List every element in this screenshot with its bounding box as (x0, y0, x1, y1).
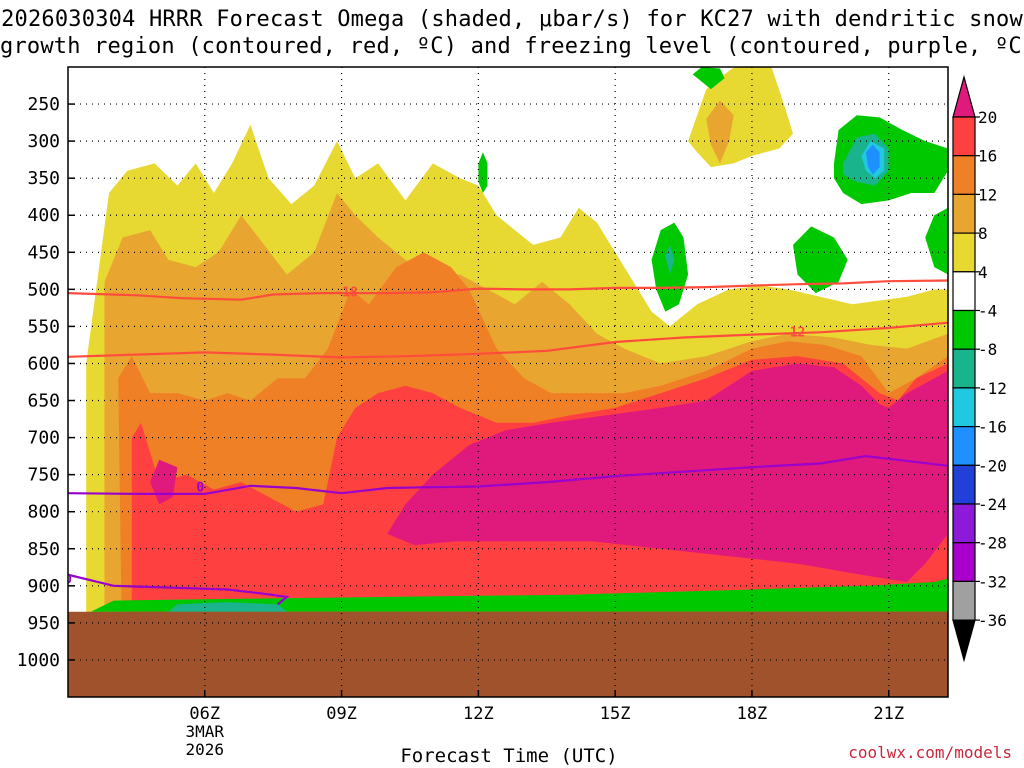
x-tick-label-09Z: 09Z (326, 704, 357, 724)
contour-lines: -18 12 0 0 (64, 279, 948, 606)
colorbar-band-4 (952, 232, 976, 273)
colorbar-label--20: -20 (978, 456, 1007, 475)
colorbar-band-2 (952, 155, 976, 195)
y-tick-label-250: 250 (27, 94, 60, 115)
x-tick-label-06Z: 06Z (189, 704, 220, 724)
y-tick-label-1000: 1000 (17, 650, 60, 671)
x-tick-sublabel-3MAR: 3MAR (186, 722, 225, 741)
colorbar-label--36: -36 (978, 611, 1007, 630)
colorbar-label--8: -8 (978, 340, 997, 359)
colorbar-label--4: -4 (978, 302, 997, 321)
colorbar-band-1 (952, 116, 976, 157)
colorbar-label--16: -16 (978, 418, 1007, 437)
omega-neg-blue (865, 144, 880, 175)
y-tick-label-950: 950 (27, 613, 60, 634)
colorbar-bottom-arrow (952, 619, 976, 663)
omega-neg-low-teal (168, 602, 287, 612)
colorbar-band-10 (952, 464, 976, 505)
omega-neg-low-band (90, 578, 948, 612)
colorbar-label-20: 20 (978, 108, 997, 127)
colorbar-band-13 (952, 580, 976, 621)
y-tick-label-850: 850 (27, 539, 60, 560)
colorbar-top-arrow (952, 74, 976, 118)
y-axis: 250 300 350 400 450 500 550 600 650 700 750 800 850 9… (17, 94, 75, 671)
ground-surface (68, 611, 948, 697)
x-tick-label-18Z: 18Z (737, 704, 768, 724)
dgz-minus-18 (68, 279, 948, 301)
freezing-level-0-low (68, 573, 290, 606)
y-tick-label-500: 500 (27, 279, 60, 300)
dgz-minus-12-label: 12 (790, 326, 806, 341)
freezing-level-0-low-label: 0 (64, 572, 72, 587)
omega-neg-green-right (925, 207, 948, 275)
colorbar-band-12 (952, 542, 976, 583)
colorbar-label--24: -24 (978, 495, 1007, 514)
x-tick-sublabel-2026: 2026 (186, 740, 225, 759)
dgz-minus-12 (68, 321, 948, 359)
colorbar-label--32: -32 (978, 572, 1007, 591)
title-line-1: 2026030304 HRRR Forecast Omega (shaded, … (1, 7, 1023, 32)
colorbar-band-3 (952, 193, 976, 234)
colorbar-label--28: -28 (978, 534, 1007, 553)
y-tick-label-900: 900 (27, 576, 60, 597)
freezing-level-0 (68, 454, 948, 495)
x-tick-label-12Z: 12Z (463, 704, 494, 724)
x-tick-label-15Z: 15Z (600, 704, 631, 724)
colorbar-band-6 (952, 309, 976, 350)
x-axis-label: Forecast Time (UTC) (400, 745, 617, 767)
colorbar-band-5 (952, 271, 976, 312)
freezing-level-0-label: 0 (196, 481, 204, 496)
y-tick-label-450: 450 (27, 242, 60, 263)
site-credit[interactable]: coolwx.com/models (848, 743, 1012, 762)
dgz-minus-18-label: -18 (334, 286, 358, 301)
colorbar-label-8: 8 (978, 224, 988, 243)
omega-neg-green-sliver (478, 152, 488, 193)
plot-frame (67, 66, 949, 698)
x-tick-label-21Z: 21Z (873, 704, 904, 724)
omega-neg-teal-mid (665, 244, 675, 275)
omega-neg-green-top (692, 67, 725, 90)
colorbar-band-7 (952, 348, 976, 389)
colorbar-band-9 (952, 426, 976, 466)
colorbar-band-8 (952, 387, 976, 428)
colorbar-band-11 (952, 503, 976, 544)
omega-8-12-upper (706, 100, 734, 164)
colorbar: 20 16 12 8 4 -4 -8 -12 -16 -20 -24 -28 -32 -36 (952, 74, 1007, 663)
colorbar-label-16: 16 (978, 147, 997, 166)
y-tick-label-750: 750 (27, 465, 60, 486)
y-tick-label-800: 800 (27, 502, 60, 523)
colorbar-label-12: 12 (978, 185, 997, 204)
y-tick-label-350: 350 (27, 168, 60, 189)
y-tick-label-600: 600 (27, 353, 60, 374)
colorbar-label-4: 4 (978, 263, 988, 282)
omega-neg-green-mid2 (793, 226, 848, 294)
y-tick-label-550: 550 (27, 316, 60, 337)
chart-title: 2026030304 HRRR Forecast Omega (shaded, … (0, 6, 1024, 60)
y-tick-label-700: 700 (27, 428, 60, 449)
title-line-2: growth region (contoured, red, ºC) and f… (0, 34, 1024, 59)
colorbar-label--12: -12 (978, 379, 1007, 398)
y-tick-label-300: 300 (27, 131, 60, 152)
omega-shaded-regions (86, 67, 948, 697)
y-tick-label-650: 650 (27, 391, 60, 412)
y-tick-label-400: 400 (27, 205, 60, 226)
